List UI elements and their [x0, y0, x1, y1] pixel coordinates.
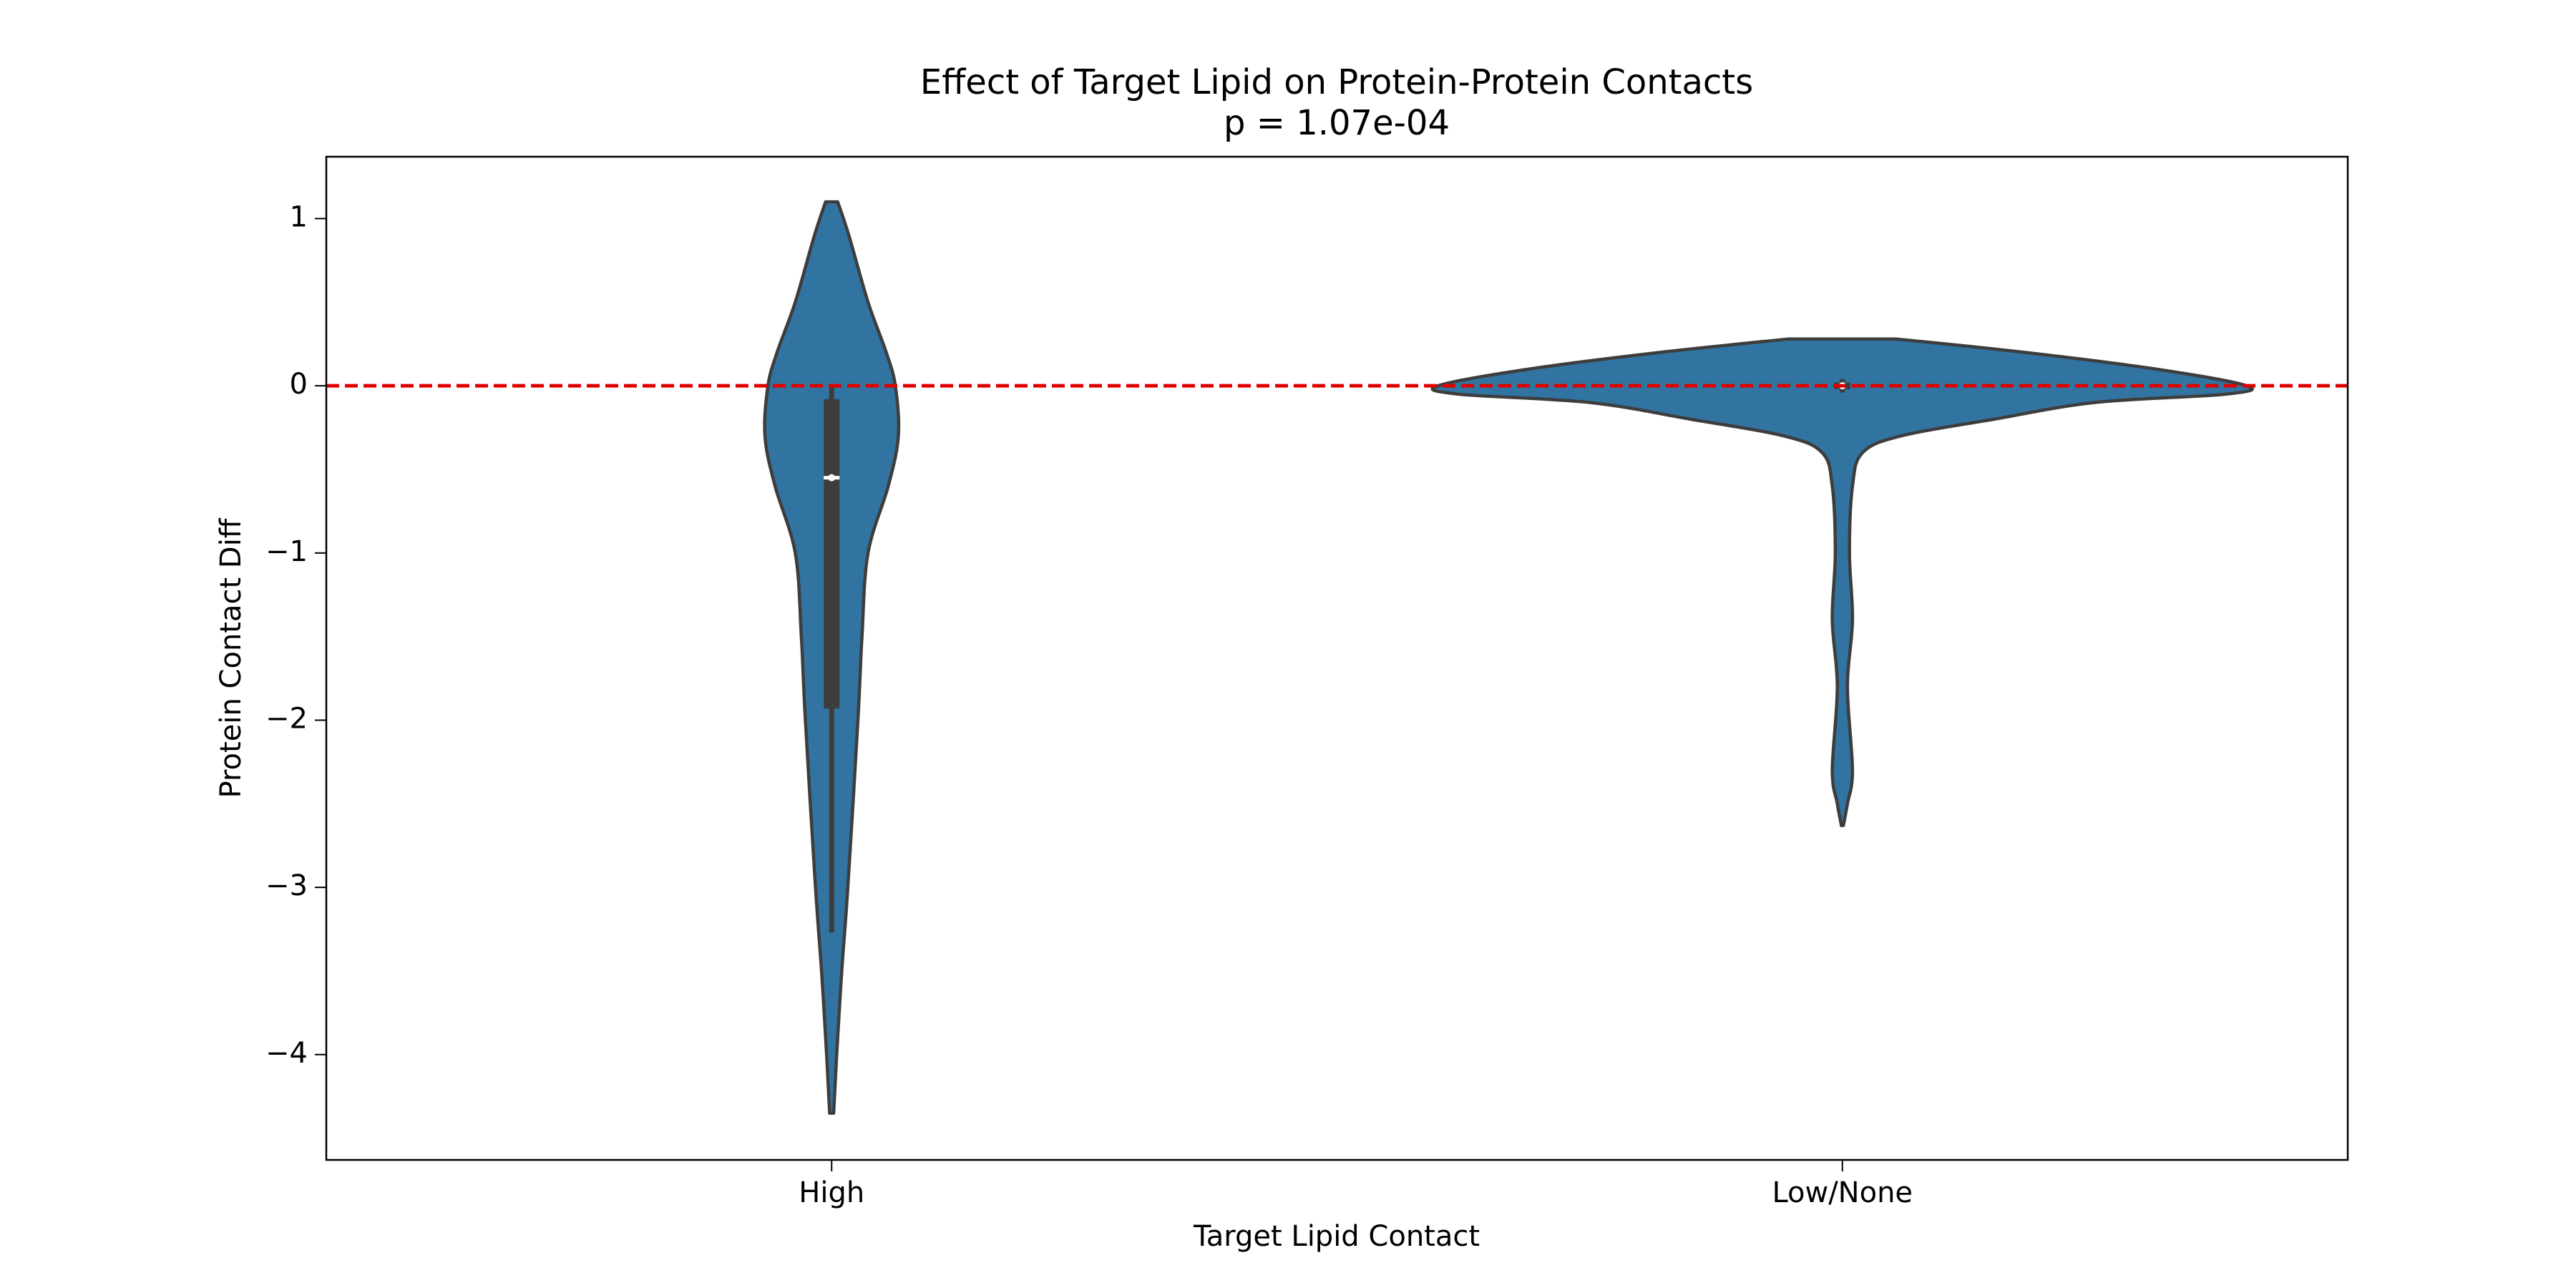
box: [824, 399, 840, 709]
y-tick-label: 1: [290, 200, 308, 233]
chart-subtitle: p = 1.07e-04: [1224, 103, 1450, 143]
y-axis-label: Protein Contact Diff: [215, 517, 248, 798]
y-tick-label: −3: [265, 869, 308, 902]
chart-title: Effect of Target Lipid on Protein-Protei…: [920, 62, 1753, 102]
y-tick-label: 0: [290, 368, 308, 401]
x-tick-label: Low/None: [1772, 1176, 1913, 1209]
y-tick-label: −1: [265, 535, 308, 568]
violin-body: [1430, 337, 2254, 827]
y-tick-label: −2: [265, 702, 308, 735]
x-axis-label: Target Lipid Contact: [1193, 1220, 1480, 1253]
y-tick-label: −4: [265, 1037, 308, 1070]
x-tick-label: High: [799, 1176, 864, 1209]
plot-frame: [325, 155, 2349, 1161]
